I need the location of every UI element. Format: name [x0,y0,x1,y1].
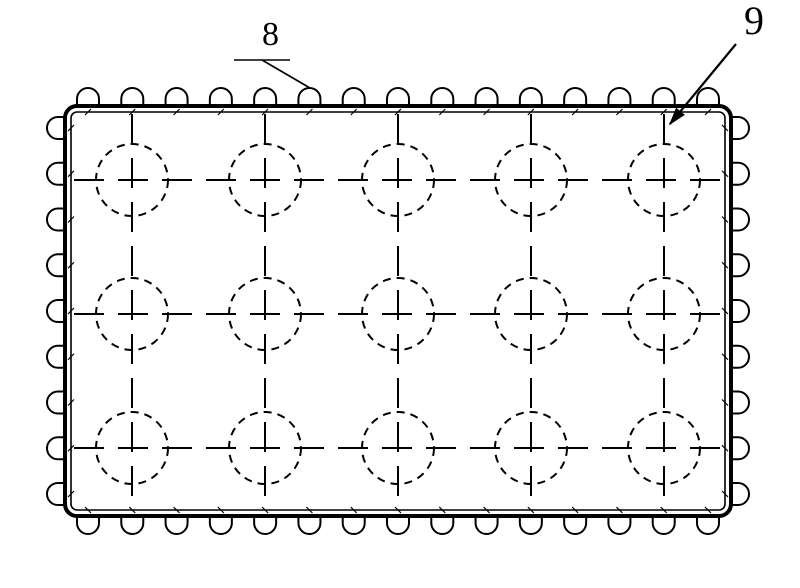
label-arrow_label: 9 [744,0,764,43]
label-loop_label: 8 [262,16,279,53]
diagram-canvas: 89 [0,0,800,588]
